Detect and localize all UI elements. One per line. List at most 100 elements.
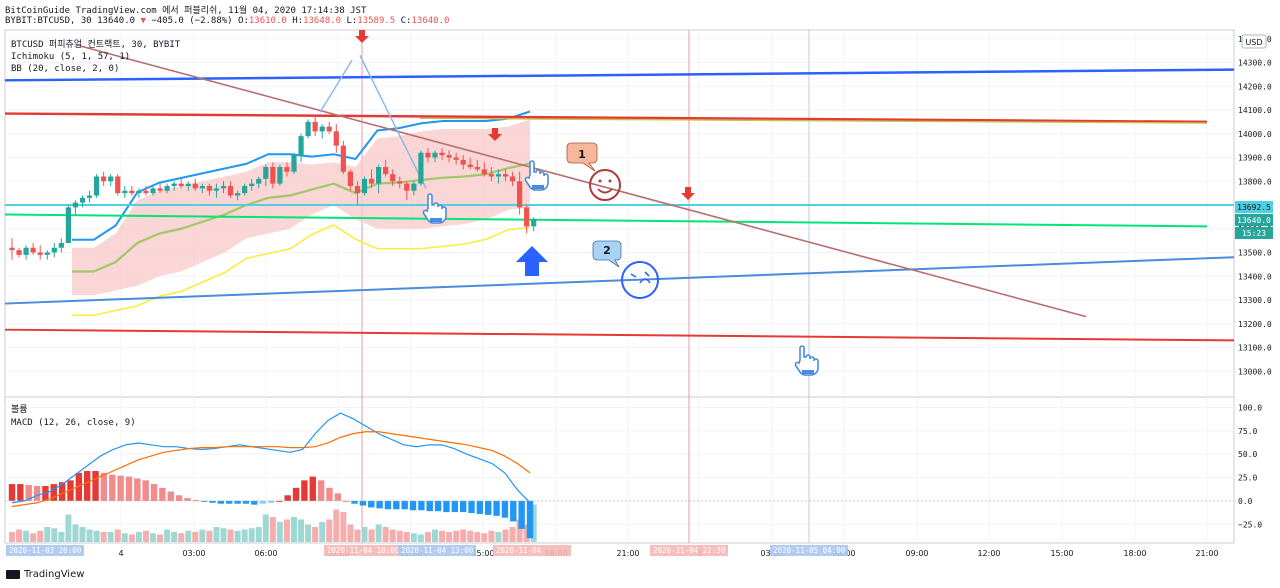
macd-histogram-bar [459,500,467,513]
volume-bar [58,532,65,542]
time-tick-label: 03:00 [182,549,205,558]
volume-bar [467,530,474,542]
candle-body [291,155,297,172]
candle-body [502,174,509,177]
currency-box[interactable] [1241,34,1267,49]
candle-body [30,247,36,253]
volume-bar [389,529,396,542]
volume-bar [361,527,368,542]
time-tick-label: 09:00 [905,549,928,558]
projection-up [319,59,353,113]
volume-bar [23,530,30,542]
hand-cuff [802,370,814,374]
candle-body [319,126,325,132]
candle-body [108,176,114,182]
candle-body [227,186,234,196]
down-arrow-icon-mid [488,128,502,141]
volume-bar [439,530,446,542]
macd-histogram-bar [518,500,525,529]
macd-histogram-bar [142,480,149,501]
macd-histogram-bar [8,484,16,501]
candle-body [390,174,396,182]
candle-body [72,202,79,208]
volume-bar [79,527,86,542]
macd-histogram-bar [301,480,308,501]
macd-histogram-bar [134,478,141,501]
price-tick-label: 13500.0 [1238,249,1272,258]
volume-bar [312,527,319,542]
macd-pane [5,412,1234,539]
candles [9,117,537,260]
volume-bar [375,524,382,542]
projection-down [359,55,427,189]
macd-histogram-bar [434,500,442,512]
time-tick-label: 06:00 [254,549,277,558]
ichimoku-cloud [72,119,530,296]
candle-body [418,152,424,184]
volume-bar [283,519,290,542]
date-badge-2: 2020-11-04 10:00 [327,546,400,555]
pointing-hand-icon-1 [422,193,447,224]
volume-bar [171,532,178,542]
chart-frame [4,29,1235,544]
smiley-mouth [597,188,613,194]
candle-body [517,181,523,208]
candle-body [368,178,375,184]
volume-bar [424,532,431,542]
price-tick-label: 14000.0 [1238,130,1272,139]
macd-histogram-bar [326,487,333,501]
marker-two: 2 [592,240,622,268]
candle-body [44,252,50,255]
price-tick-label: 13900.0 [1238,154,1272,163]
volume-bar [298,519,305,542]
time-tick-label: 15:00 [1050,549,1073,558]
date-badges: 2020-11-03 20:00 2020-11-04 10:00 2020-1… [6,545,848,556]
candle-body [150,188,156,194]
candle-body [16,250,22,255]
volume-bar [157,534,164,542]
volume-bar [530,504,537,542]
volume-bar [206,530,213,542]
macd-histogram-bar [259,500,266,504]
footer-brand[interactable]: TradingView [6,569,84,580]
close-value: 13640.0 [411,16,450,26]
candle-body [432,152,438,158]
date-badge-bg-1 [6,545,84,556]
volume-bar [276,522,283,542]
macd-histogram-bar [401,500,408,510]
legend-macd: MACD (12, 26, close, 9) [11,418,136,428]
volume-bar [44,527,51,542]
candle-body [37,252,43,255]
up-arrow-icon [516,246,548,276]
price-tick-label: 13300.0 [1238,296,1272,305]
macd-histogram-bar [384,500,392,510]
candle-body [58,243,64,248]
date-badge-bg-6 [770,545,848,556]
marker-one-text: 1 [578,148,586,161]
candle-body [284,167,290,172]
candle-body [213,188,220,191]
volume-bar [410,533,417,542]
macd-histogram-bar [150,484,158,501]
macd-histogram-bar [526,500,534,539]
candle-body [340,145,346,172]
date-badge-6: 2020-11-05 04:00 [773,546,846,555]
volume-bar [100,532,107,542]
macd-histogram-bar [92,471,99,501]
volume-bar [326,519,333,542]
date-badge-bg-2 [324,545,402,556]
macd-histogram-bar [485,500,492,515]
volume-bar [248,528,255,542]
macd-histogram-bar [267,500,275,503]
candle-body [249,183,255,186]
volume-bar [333,509,340,542]
down-arrow-icon-top [355,30,369,43]
date-badge-bg-4 [493,545,571,556]
candle-body [122,190,128,194]
macd-histogram-bar [284,495,291,501]
trend-lines [4,45,1235,342]
hand-shape [794,345,819,376]
volume-bar [9,532,15,542]
volume-bar [291,517,297,542]
